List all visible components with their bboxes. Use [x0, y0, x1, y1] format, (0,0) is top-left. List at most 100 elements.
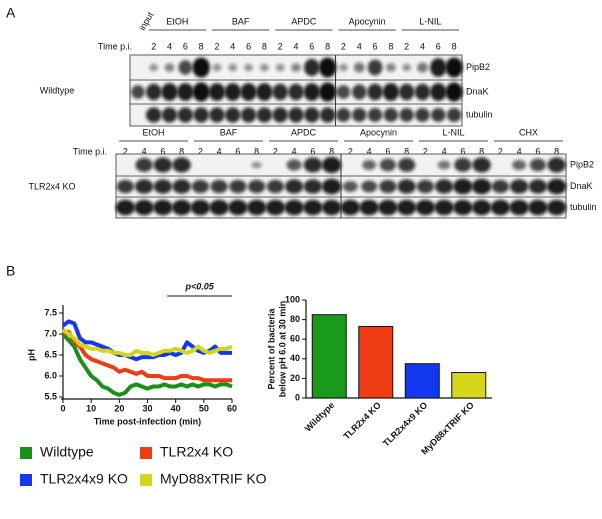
blot-band	[256, 83, 273, 101]
blot-band	[453, 199, 473, 216]
blot-band	[171, 199, 192, 216]
time-point: 8	[254, 146, 259, 156]
blot-band	[321, 178, 342, 195]
x-tick-label: TLR2x4 KO	[341, 400, 382, 441]
time-point: 4	[357, 41, 362, 51]
blot-band	[212, 63, 222, 72]
blot-band	[272, 107, 288, 123]
y-tick-label: 7.0	[44, 328, 57, 338]
y-axis-label: pH	[26, 349, 36, 361]
blot-band	[244, 63, 253, 72]
blot-row-label: PipB2	[570, 159, 594, 169]
blot-band	[191, 179, 209, 194]
blot-band	[288, 107, 304, 123]
panel-label: B	[6, 263, 15, 279]
y-tick-label: 60	[290, 334, 300, 344]
time-point: 8	[179, 146, 184, 156]
bar	[404, 363, 440, 399]
time-label: Time p.i.	[73, 146, 107, 156]
blot-band	[246, 199, 267, 216]
blot-band	[353, 62, 365, 73]
treatment-label: BAF	[232, 16, 250, 26]
time-point: 2	[423, 146, 428, 156]
time-point: 8	[554, 146, 559, 156]
time-point: 6	[309, 41, 314, 51]
time-point: 4	[442, 146, 447, 156]
time-point: 4	[167, 41, 172, 51]
legend-label: Wildtype	[40, 444, 94, 460]
blot-band	[248, 179, 266, 194]
blot-band	[192, 82, 210, 102]
blot-band	[509, 199, 529, 216]
blot-band	[240, 83, 257, 101]
data-line	[61, 328, 233, 357]
blot-band	[528, 179, 548, 194]
blot-band	[134, 179, 154, 194]
time-point: 4	[420, 41, 425, 51]
blot-band	[192, 57, 210, 78]
blot-band	[446, 108, 462, 122]
x-tick-label: 50	[199, 403, 209, 413]
blot-band	[398, 158, 416, 172]
legend-label: TLR2x4 KO	[160, 444, 233, 460]
blot-band	[209, 199, 229, 216]
blot-band	[546, 199, 567, 216]
x-tick-label: TLR2x4x9 KO	[381, 400, 429, 448]
y-axis-label: Percent of bacteria	[266, 307, 276, 389]
time-point: 6	[235, 146, 240, 156]
blot-band	[149, 63, 159, 72]
blot-band	[351, 108, 367, 122]
treatment-label: L-NIL	[419, 16, 441, 26]
blot-band	[351, 84, 367, 100]
x-tick-label: 40	[171, 403, 181, 413]
blot-band	[379, 179, 397, 194]
treatment-label: APDC	[291, 16, 317, 26]
time-point: 6	[160, 146, 165, 156]
blot-band	[161, 83, 178, 101]
blot-band	[134, 199, 154, 216]
blot-band	[430, 83, 447, 101]
blot-band	[304, 107, 320, 123]
time-point: 2	[214, 41, 219, 51]
time-point: 8	[325, 41, 330, 51]
blot-band	[240, 107, 257, 123]
blot-row-label: tubulin	[570, 202, 597, 212]
x-tick-label: Wildtype	[303, 400, 337, 434]
blot-band	[172, 179, 191, 194]
y-tick-label: 0	[295, 392, 300, 402]
blot-band	[397, 179, 416, 194]
blot-band	[378, 199, 398, 216]
blot-band	[318, 82, 337, 102]
blot-band	[172, 157, 191, 173]
blot-row-label: DnaK	[466, 86, 489, 96]
blot-band	[379, 158, 396, 172]
blot-band	[190, 199, 211, 216]
blot-band	[396, 199, 417, 216]
blot-band	[434, 199, 454, 216]
blot-band	[416, 179, 434, 194]
blot-band	[135, 158, 153, 172]
blot-band	[229, 179, 247, 194]
blot-band	[399, 108, 414, 122]
time-point: 6	[535, 146, 540, 156]
treatment-label: Apocynin	[360, 127, 397, 137]
time-point: 6	[183, 41, 188, 51]
blot-band	[272, 83, 288, 101]
blot-band	[228, 199, 248, 216]
blot-band	[512, 159, 527, 171]
blot-band	[454, 158, 472, 172]
blot-band	[547, 157, 566, 173]
blot-band	[259, 63, 269, 72]
blot-band	[319, 107, 336, 123]
time-point: 2	[151, 41, 156, 51]
blot-band	[398, 83, 415, 101]
legend-swatch	[20, 474, 32, 486]
x-tick-label: 20	[114, 403, 124, 413]
x-tick-label: 60	[227, 403, 237, 413]
x-tick-label: 30	[142, 403, 152, 413]
blot-band	[291, 63, 301, 72]
time-point: 2	[341, 41, 346, 51]
time-point: 8	[262, 41, 267, 51]
blot-band	[491, 179, 509, 194]
